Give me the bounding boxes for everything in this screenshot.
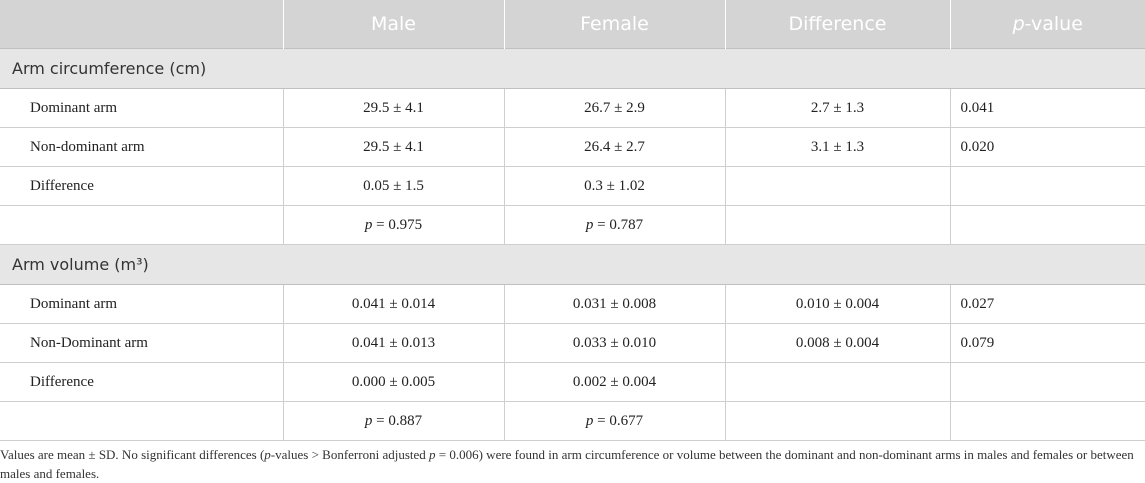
footnote-part2: -values > Bonferroni adjusted <box>270 447 430 462</box>
footnote-part1: Values are mean ± SD. No significant dif… <box>0 447 265 462</box>
row-label: Dominant arm <box>0 88 284 128</box>
cell-difference: 0.010 ± 0.004 <box>724 284 951 324</box>
row-label-empty <box>0 401 284 441</box>
row-label: Dominant arm <box>0 284 284 324</box>
data-table: Male Female Difference p-value Arm circu… <box>0 0 1145 441</box>
row-label: Difference <box>0 166 284 206</box>
p-value-text: = 0.677 <box>597 412 644 429</box>
section-row-volume: Arm volume (m³) <box>0 244 1145 285</box>
data-table-container: Male Female Difference p-value Arm circu… <box>0 0 1145 441</box>
row-label: Non-Dominant arm <box>0 323 284 363</box>
cell-p-value: 0.027 <box>949 284 1145 324</box>
footnote-p-symbol: p <box>429 447 436 462</box>
table-row: Dominant arm 0.041 ± 0.014 0.031 ± 0.008… <box>0 284 1145 324</box>
cell-empty <box>724 205 951 245</box>
p-symbol: p <box>364 216 373 233</box>
header-p-suffix: -value <box>1024 13 1083 35</box>
table-row: Difference 0.000 ± 0.005 0.002 ± 0.004 <box>0 362 1145 402</box>
header-female: Female <box>503 0 725 49</box>
cell-difference: 2.7 ± 1.3 <box>724 88 951 128</box>
cell-p-value <box>949 362 1145 402</box>
cell-empty <box>949 401 1145 441</box>
cell-p-value: 0.041 <box>949 88 1145 128</box>
table-row-pvalues: p = 0.975 p = 0.787 <box>0 205 1145 245</box>
cell-p-value: 0.020 <box>949 127 1145 167</box>
table-row: Non-dominant arm 29.5 ± 4.1 26.4 ± 2.7 3… <box>0 127 1145 167</box>
cell-male: 0.05 ± 1.5 <box>282 166 505 206</box>
p-symbol: p <box>585 412 594 429</box>
section-row-circumference: Arm circumference (cm) <box>0 48 1145 89</box>
cell-p-value <box>949 166 1145 206</box>
header-p-value: p-value <box>949 0 1145 49</box>
cell-male: 0.041 ± 0.014 <box>282 284 505 324</box>
table-row-pvalues: p = 0.887 p = 0.677 <box>0 401 1145 441</box>
cell-male: 29.5 ± 4.1 <box>282 88 505 128</box>
cell-male-p: p = 0.887 <box>282 401 505 441</box>
cell-female: 26.7 ± 2.9 <box>503 88 726 128</box>
cell-difference: 3.1 ± 1.3 <box>724 127 951 167</box>
header-p-symbol: p <box>1012 13 1025 35</box>
table-row: Dominant arm 29.5 ± 4.1 26.7 ± 2.9 2.7 ±… <box>0 88 1145 128</box>
p-symbol: p <box>585 216 594 233</box>
footnote-part3: = 0.006) were found in arm circumference… <box>0 447 1134 481</box>
cell-male: 0.041 ± 0.013 <box>282 323 505 363</box>
table-row: Non-Dominant arm 0.041 ± 0.013 0.033 ± 0… <box>0 323 1145 363</box>
section-title-circumference: Arm circumference (cm) <box>0 48 1145 89</box>
cell-male: 29.5 ± 4.1 <box>282 127 505 167</box>
cell-female: 0.3 ± 1.02 <box>503 166 726 206</box>
cell-male: 0.000 ± 0.005 <box>282 362 505 402</box>
header-difference: Difference <box>724 0 950 49</box>
cell-female-p: p = 0.677 <box>503 401 726 441</box>
cell-female: 26.4 ± 2.7 <box>503 127 726 167</box>
cell-p-value: 0.079 <box>949 323 1145 363</box>
cell-female: 0.031 ± 0.008 <box>503 284 726 324</box>
footnote-p-symbol: p <box>264 447 271 462</box>
cell-male-p: p = 0.975 <box>282 205 505 245</box>
header-male: Male <box>282 0 504 49</box>
cell-empty <box>724 401 951 441</box>
cell-female: 0.033 ± 0.010 <box>503 323 726 363</box>
row-label: Non-dominant arm <box>0 127 284 167</box>
p-value-text: = 0.975 <box>376 216 423 233</box>
cell-difference <box>724 166 951 206</box>
cell-difference <box>724 362 951 402</box>
section-title-volume: Arm volume (m³) <box>0 244 1145 285</box>
p-value-text: = 0.787 <box>597 216 644 233</box>
header-empty <box>0 0 283 49</box>
header-row: Male Female Difference p-value <box>0 0 1145 49</box>
p-symbol: p <box>364 412 373 429</box>
cell-empty <box>949 205 1145 245</box>
table-row: Difference 0.05 ± 1.5 0.3 ± 1.02 <box>0 166 1145 206</box>
cell-female: 0.002 ± 0.004 <box>503 362 726 402</box>
cell-female-p: p = 0.787 <box>503 205 726 245</box>
p-value-text: = 0.887 <box>376 412 423 429</box>
cell-difference: 0.008 ± 0.004 <box>724 323 951 363</box>
row-label-empty <box>0 205 284 245</box>
row-label: Difference <box>0 362 284 402</box>
table-footnote: Values are mean ± SD. No significant dif… <box>0 445 1140 483</box>
